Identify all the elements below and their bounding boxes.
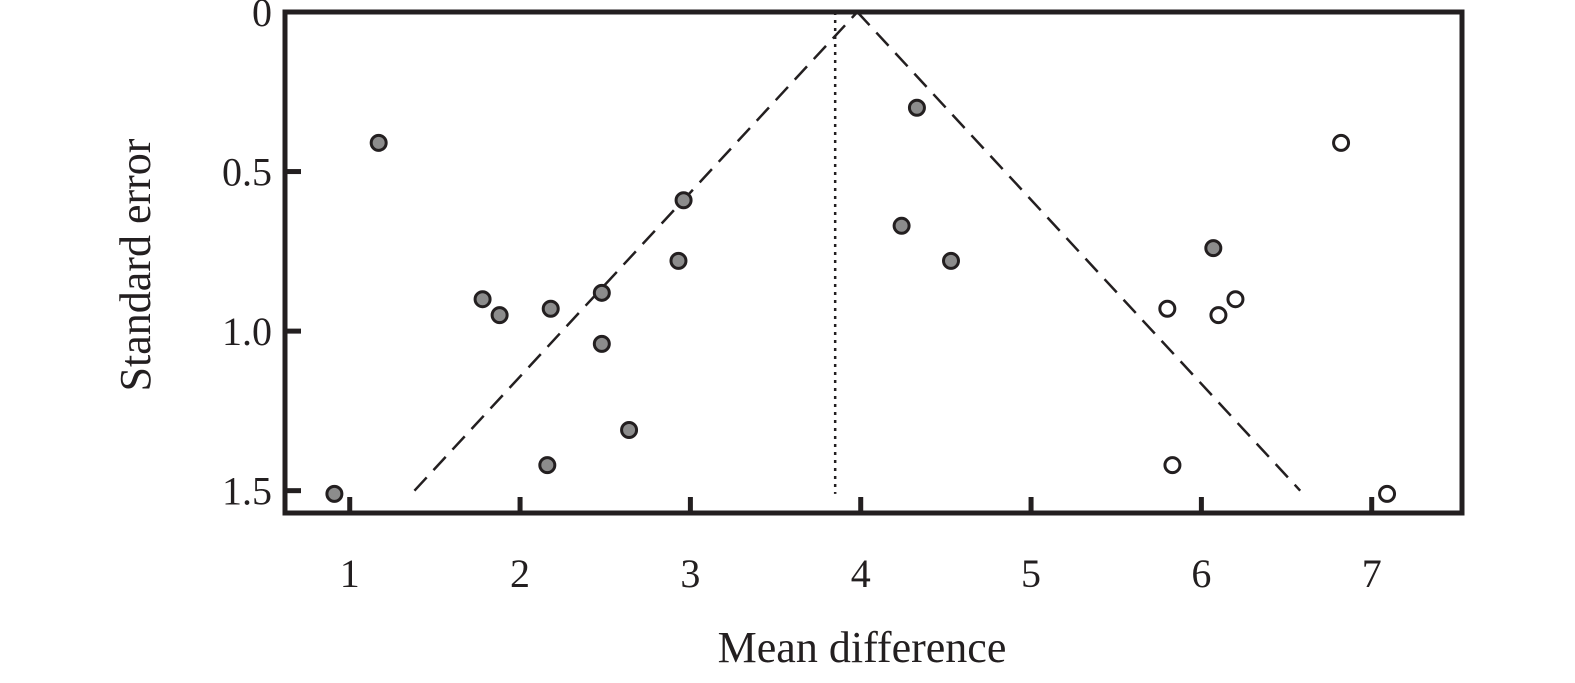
study-point-imputed	[1209, 306, 1228, 325]
study-point-filled	[674, 191, 693, 210]
axes: 1 2 3 4 5 6 7 0 0.5 1.0 1.5	[222, 0, 1465, 596]
x-tick-label: 2	[510, 551, 530, 596]
study-point-filled	[907, 98, 926, 117]
study-point-filled	[942, 251, 961, 270]
study-point-imputed	[1158, 299, 1177, 318]
study-point-imputed	[1332, 133, 1351, 152]
study-point-filled	[538, 456, 557, 475]
study-point-filled	[620, 421, 639, 440]
study-point-filled	[1204, 239, 1223, 258]
y-tick-label: 1.0	[222, 309, 272, 354]
y-tick-label: 0	[252, 0, 272, 35]
study-point-filled	[369, 133, 388, 152]
study-point-filled	[592, 334, 611, 353]
x-tick-label: 5	[1021, 551, 1041, 596]
y-tick-label: 1.5	[222, 469, 272, 514]
study-point-filled	[325, 484, 344, 503]
study-point-imputed	[1226, 290, 1245, 309]
x-tick-label: 3	[680, 551, 700, 596]
x-axis-label: Mean difference	[718, 623, 1007, 672]
y-tick-label: 0.5	[222, 150, 272, 195]
x-tick-label: 7	[1362, 551, 1382, 596]
x-tick-label: 1	[340, 551, 360, 596]
x-tick-label: 4	[851, 551, 871, 596]
study-point-filled	[592, 283, 611, 302]
study-point-filled	[669, 251, 688, 270]
study-point-filled	[541, 299, 560, 318]
plot-area	[325, 11, 1397, 503]
study-point-filled	[490, 306, 509, 325]
study-point-imputed	[1163, 456, 1182, 475]
study-point-filled	[473, 290, 492, 309]
funnel-right-limit	[856, 11, 1302, 492]
plot-frame	[282, 9, 1465, 516]
y-axis-label: Standard error	[111, 138, 160, 391]
funnel-left-limit	[413, 11, 859, 492]
study-point-filled	[892, 216, 911, 235]
study-point-imputed	[1378, 484, 1397, 503]
x-tick-label: 6	[1191, 551, 1211, 596]
